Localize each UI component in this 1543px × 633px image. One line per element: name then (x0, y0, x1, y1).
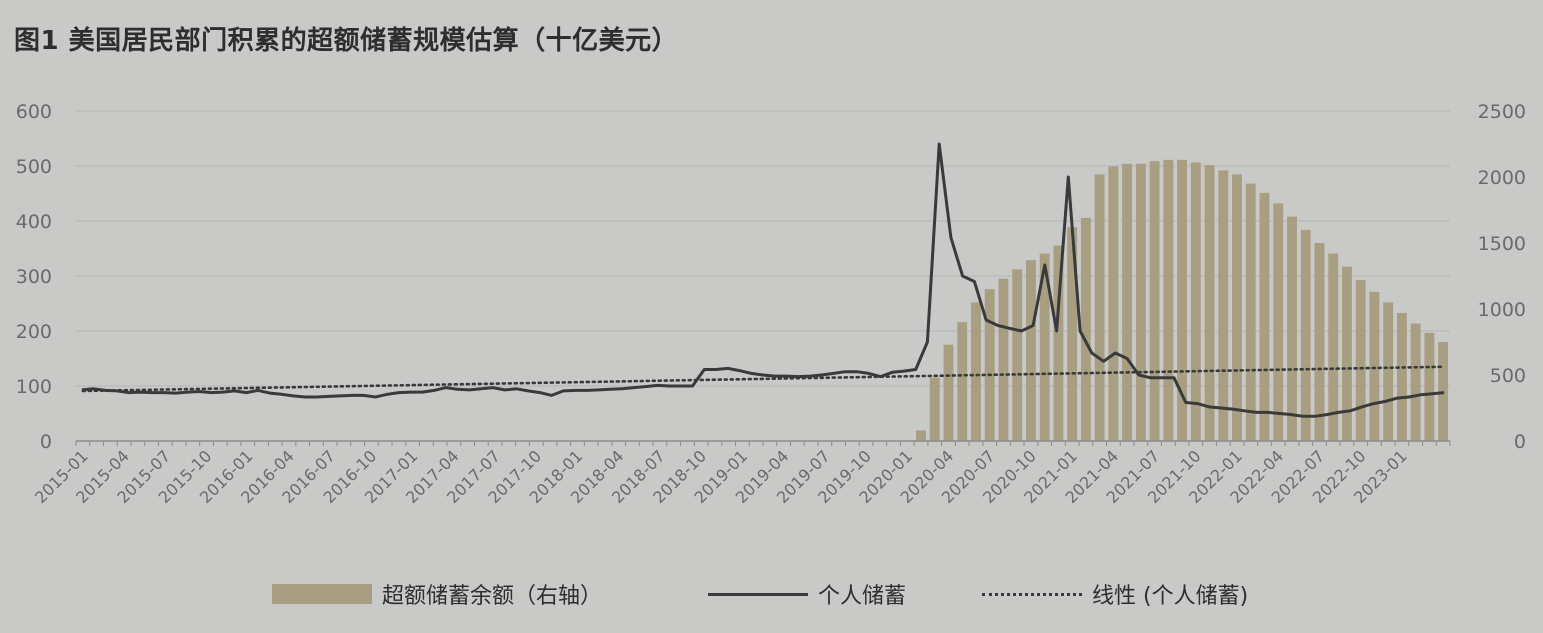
excess-savings-bar (929, 377, 940, 441)
legend-label-excess-savings: 超额储蓄余额（右轴） (382, 584, 603, 609)
excess-savings-bar (1190, 162, 1201, 442)
excess-savings-bar (1245, 183, 1256, 441)
chart-plot: 0100200300400500600050010001500200025002… (16, 101, 1526, 507)
y-left-tick-label: 100 (16, 376, 52, 398)
y-left-tick-label: 500 (16, 156, 52, 178)
y-right-tick-label: 1000 (1478, 299, 1526, 321)
chart-title: 图1 美国居民部门积累的超额储蓄规模估算（十亿美元） (14, 26, 679, 56)
excess-savings-bar (1410, 323, 1421, 441)
excess-savings-bar (1025, 260, 1036, 441)
excess-savings-bar (1039, 253, 1050, 441)
excess-savings-bar (1300, 229, 1311, 441)
legend-label-trend: 线性 (个人储蓄) (1092, 584, 1249, 609)
excess-savings-bar (1135, 163, 1146, 442)
legend-item-personal-savings: 个人储蓄 (708, 572, 906, 616)
excess-savings-bar (1383, 302, 1394, 441)
excess-savings-bar (1122, 163, 1133, 442)
excess-savings-bar (1149, 161, 1160, 441)
legend-swatch-line (708, 592, 808, 596)
excess-savings-bar (1053, 245, 1064, 441)
excess-savings-bar (1232, 174, 1242, 442)
legend-label-personal-savings: 个人储蓄 (818, 584, 907, 609)
excess-savings-bar (1273, 203, 1284, 441)
y-left-tick-label: 300 (16, 266, 52, 288)
legend-swatch-bar (272, 584, 372, 604)
excess-savings-bar (984, 289, 995, 441)
excess-savings-bar (971, 302, 981, 441)
y-right-tick-label: 2500 (1478, 101, 1526, 123)
excess-savings-bar (1012, 269, 1023, 441)
y-left-tick-label: 400 (16, 211, 52, 233)
excess-savings-bar (1342, 266, 1352, 441)
legend-item-trend: 线性 (个人储蓄) (982, 572, 1248, 616)
excess-savings-bar (1094, 174, 1105, 442)
excess-savings-bar (1177, 159, 1188, 441)
personal-savings-line (81, 142, 1445, 418)
legend-swatch-dotted (982, 592, 1082, 596)
excess-savings-bar (1328, 253, 1339, 441)
excess-savings-bar (1424, 332, 1435, 441)
y-right-tick-label: 2000 (1478, 167, 1526, 189)
y-right-tick-label: 1500 (1478, 233, 1526, 255)
excess-savings-bar (916, 430, 926, 441)
y-left-tick-label: 600 (16, 101, 52, 123)
excess-savings-bar (1396, 312, 1407, 441)
excess-savings-bar (943, 344, 954, 441)
excess-savings-bar (1355, 279, 1366, 441)
excess-savings-bar (1108, 166, 1119, 441)
excess-savings-bar (1369, 291, 1380, 441)
excess-savings-bar (998, 278, 1009, 441)
excess-savings-bar (1259, 192, 1270, 441)
excess-savings-bar (1067, 227, 1078, 441)
excess-savings-bar (1218, 170, 1229, 441)
y-right-tick-label: 500 (1490, 365, 1526, 387)
y-left-tick-label: 0 (40, 431, 52, 453)
excess-savings-bar (1080, 217, 1091, 441)
chart-legend: 超额储蓄余额（右轴） 个人储蓄 线性 (个人储蓄) (0, 572, 1543, 616)
excess-savings-bar (1163, 159, 1174, 441)
excess-savings-bar (1314, 243, 1325, 441)
legend-item-excess-savings: 超额储蓄余额（右轴） (272, 572, 602, 616)
y-right-tick-label: 0 (1514, 431, 1526, 453)
y-left-tick-label: 200 (16, 321, 52, 343)
trend-line (81, 365, 1445, 393)
excess-savings-bar (1287, 216, 1297, 441)
excess-savings-bar (1204, 165, 1215, 441)
excess-savings-bar (957, 322, 968, 441)
